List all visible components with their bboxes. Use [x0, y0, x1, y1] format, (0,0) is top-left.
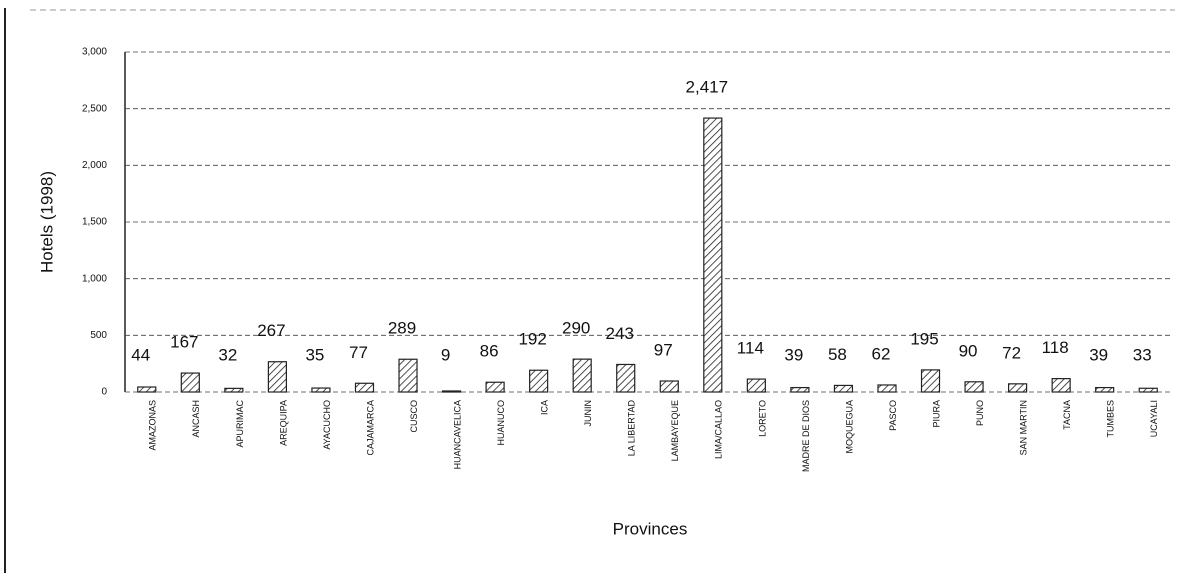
value-label: 35 — [305, 345, 324, 364]
y-tick-label: 2,500 — [82, 103, 107, 114]
bar — [1051, 378, 1071, 393]
value-label: 167 — [170, 333, 198, 352]
x-tick-label: JUNIN — [583, 400, 593, 427]
bar — [1095, 386, 1115, 393]
x-tick-label: AMAZONAS — [148, 400, 158, 451]
x-tick-label: LAMBAYEQUE — [670, 400, 680, 461]
bar — [833, 384, 854, 393]
x-tick-label: PUNO — [975, 400, 985, 426]
bar — [877, 384, 897, 393]
x-tick-label: HUANUCO — [496, 400, 506, 446]
x-tick-label: LA LIBERTAD — [627, 400, 637, 457]
bar — [920, 369, 941, 393]
bar — [1008, 383, 1028, 393]
bar — [267, 361, 287, 393]
value-label: 114 — [737, 339, 764, 358]
x-tick-label: LORETO — [757, 400, 767, 437]
value-label: 267 — [257, 321, 285, 340]
x-tick-label: AYACUCHO — [322, 400, 332, 450]
value-label: 39 — [784, 345, 803, 364]
value-label: 90 — [959, 341, 978, 360]
x-tick-label: PASCO — [888, 400, 898, 431]
x-tick-label: TACNA — [1062, 400, 1072, 430]
value-label: 86 — [480, 342, 499, 361]
y-tick-label: 0 — [101, 387, 107, 398]
x-tick-label: SAN MARTIN — [1019, 400, 1029, 455]
value-label: 289 — [388, 319, 416, 338]
value-label: 290 — [562, 319, 590, 338]
y-tick-label: 500 — [90, 330, 107, 341]
x-tick-label: TUMBES — [1106, 400, 1116, 438]
value-label: 9 — [441, 345, 450, 364]
x-tick-label: CUSCO — [409, 400, 419, 433]
value-label: 44 — [131, 345, 150, 364]
x-tick-label: MADRE DE DIOS — [801, 400, 811, 472]
x-tick-label: UCAYALI — [1149, 400, 1159, 437]
bar — [790, 386, 810, 393]
y-axis-label: Hotels (1998) — [37, 171, 56, 273]
y-tick-label: 1,500 — [82, 217, 107, 228]
value-label: 118 — [1042, 338, 1069, 357]
value-label: 62 — [872, 344, 891, 363]
x-tick-label: HUANCAVELICA — [452, 400, 462, 469]
value-label: 2,417 — [686, 78, 729, 97]
x-tick-label: APURIMAC — [235, 400, 245, 448]
bar — [441, 390, 462, 393]
bar — [616, 363, 636, 393]
y-tick-label: 1,000 — [82, 273, 107, 284]
bar — [311, 387, 331, 393]
value-label: 33 — [1133, 345, 1152, 364]
x-tick-label: LIMA/CALLAO — [714, 400, 724, 459]
value-label: 97 — [654, 340, 673, 359]
value-label: 32 — [218, 345, 237, 364]
bar — [529, 369, 549, 393]
bar — [659, 380, 679, 393]
value-label: 58 — [828, 345, 847, 364]
x-tick-label: PIURA — [931, 400, 941, 428]
bar — [224, 387, 244, 393]
bar — [398, 358, 418, 393]
value-label: 195 — [910, 329, 938, 348]
value-label: 77 — [349, 343, 368, 362]
x-tick-label: MOQUEGUA — [844, 400, 854, 454]
y-tick-label: 2,000 — [82, 160, 107, 171]
value-label: 39 — [1089, 345, 1108, 364]
bar — [137, 386, 157, 393]
bar — [1138, 387, 1158, 393]
x-tick-label: ICA — [540, 400, 550, 415]
value-label: 243 — [606, 324, 634, 343]
x-tick-label: CAJAMARCA — [365, 400, 375, 456]
bar — [703, 117, 723, 393]
value-label: 192 — [518, 330, 546, 349]
bar — [964, 381, 984, 393]
x-tick-label: AREQUIPA — [278, 400, 288, 446]
bar — [746, 378, 766, 393]
bar — [485, 381, 505, 393]
y-tick-label: 3,000 — [82, 47, 107, 58]
bar — [572, 358, 592, 393]
x-tick-label: ANCASH — [191, 400, 201, 438]
value-label: 72 — [1002, 343, 1021, 362]
x-axis-label: Provinces — [613, 519, 688, 538]
bar — [180, 372, 200, 393]
bar — [354, 382, 375, 393]
